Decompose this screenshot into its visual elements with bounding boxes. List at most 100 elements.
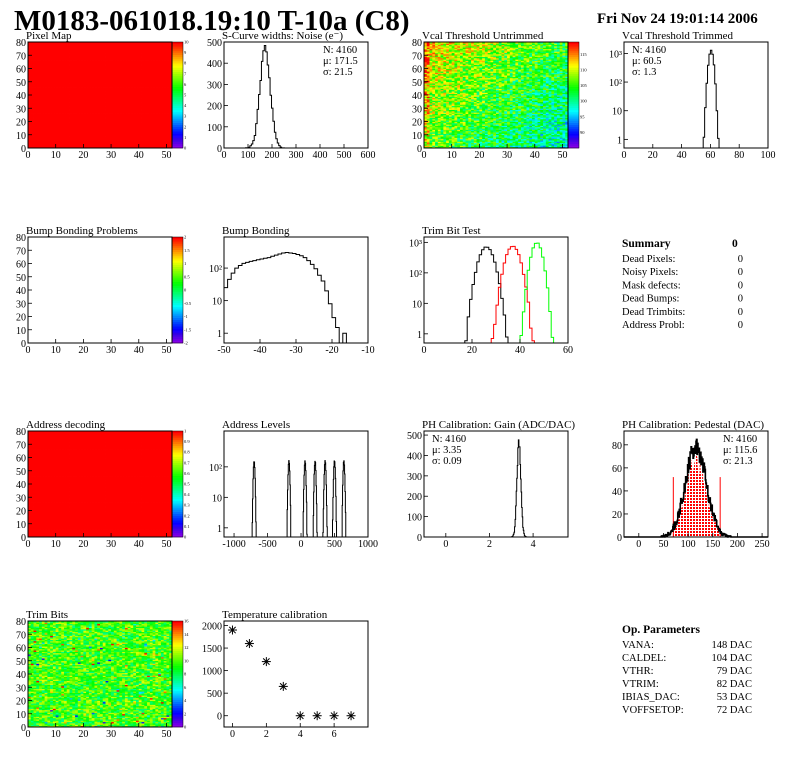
heatmap-cell <box>122 80 126 83</box>
heatmap-cell <box>163 60 167 63</box>
heatmap-cell <box>28 73 32 76</box>
heatmap-cell <box>113 42 118 44</box>
heatmap-cell <box>50 92 54 95</box>
heatmap-cell <box>39 69 43 72</box>
heatmap-cell <box>100 128 104 130</box>
heatmap-cell <box>66 108 70 110</box>
heatmap-cell <box>80 138 84 141</box>
heatmap-cell <box>130 68 134 71</box>
heatmap-cell <box>105 83 109 85</box>
heatmap-cell <box>88 71 93 73</box>
heatmap-cell <box>124 124 129 126</box>
heatmap-cell <box>124 89 129 92</box>
heatmap-cell <box>86 120 90 122</box>
heatmap-cell <box>80 101 84 104</box>
heatmap-cell <box>39 105 43 108</box>
heatmap-cell <box>166 105 170 108</box>
heatmap-cell <box>133 125 137 128</box>
heatmap-cell <box>75 71 79 73</box>
heatmap-cell <box>155 72 159 75</box>
heatmap-cell <box>155 137 159 140</box>
heatmap-cell <box>77 52 82 55</box>
heatmap-cell <box>39 43 43 46</box>
heatmap-cell <box>432 130 436 133</box>
heatmap-cell <box>100 57 104 60</box>
heatmap-cell <box>152 144 156 146</box>
heatmap-cell <box>147 145 151 148</box>
heatmap-cell <box>160 118 165 121</box>
heatmap-cell <box>52 56 57 59</box>
heatmap-cell <box>440 137 444 140</box>
y-tick-label: 20 <box>16 118 26 129</box>
heatmap-cell <box>144 136 148 138</box>
heatmap-cell <box>100 56 104 59</box>
heatmap-cell <box>102 49 106 52</box>
heatmap-cell <box>97 108 101 110</box>
heatmap-cell <box>108 76 112 79</box>
heatmap-cell <box>124 132 129 134</box>
heatmap-cell <box>424 95 428 97</box>
heatmap-cell <box>44 112 48 114</box>
heatmap-cell <box>69 91 73 93</box>
heatmap-cell <box>446 120 450 122</box>
heatmap-cell <box>41 116 46 118</box>
heatmap-cell <box>58 116 62 118</box>
heatmap-cell <box>105 57 109 60</box>
heatmap-cell <box>30 95 34 97</box>
heatmap-cell <box>160 122 165 125</box>
heatmap-cell <box>50 84 54 87</box>
heatmap-cell <box>91 140 95 142</box>
heatmap-cell <box>133 71 137 73</box>
heatmap-cell <box>69 87 73 89</box>
heatmap-cell <box>83 48 87 51</box>
palette-band <box>172 65 183 68</box>
heatmap-cell <box>124 106 129 109</box>
heatmap-cell <box>124 98 129 101</box>
heatmap-cell <box>152 65 156 68</box>
heatmap-cell <box>100 73 104 76</box>
heatmap-cell <box>440 45 444 48</box>
heatmap-cell <box>144 68 148 71</box>
heatmap-cell <box>77 87 82 89</box>
heatmap-cell <box>160 95 165 97</box>
heatmap-cell <box>50 65 54 68</box>
heatmap-cell <box>127 87 131 89</box>
heatmap-cell <box>144 56 148 59</box>
heatmap-cell <box>80 79 84 81</box>
heatmap-cell <box>88 88 93 91</box>
heatmap-cell <box>155 95 159 97</box>
heatmap-cell <box>64 61 68 64</box>
heatmap-cell <box>446 110 450 113</box>
heatmap-cell <box>97 61 101 64</box>
heatmap-cell <box>80 69 84 72</box>
heatmap-cell <box>152 125 156 128</box>
heatmap-cell <box>50 100 54 103</box>
heatmap-cell <box>166 57 170 60</box>
heatmap-cell <box>66 142 70 145</box>
heatmap-cell <box>122 106 126 109</box>
heatmap-cell <box>94 137 98 140</box>
heatmap-cell <box>30 96 34 99</box>
heatmap-cell <box>138 109 142 112</box>
heatmap-cell <box>36 141 40 144</box>
heatmap-cell <box>130 109 134 112</box>
heatmap-cell <box>33 85 37 88</box>
heatmap-cell <box>83 64 87 67</box>
heatmap-cell <box>105 138 109 141</box>
heatmap-cell <box>155 93 159 96</box>
heatmap-cell <box>136 144 140 146</box>
heatmap-cell <box>119 48 123 51</box>
heatmap-cell <box>44 120 48 122</box>
heatmap-cell <box>119 124 123 126</box>
heatmap-cell <box>440 56 444 59</box>
heatmap-cell <box>119 69 123 72</box>
heatmap-cell <box>136 124 140 126</box>
heatmap-cell <box>437 79 442 81</box>
heatmap-cell <box>72 133 76 136</box>
heatmap-cell <box>88 145 93 148</box>
heatmap-cell <box>152 97 156 100</box>
heatmap-cell <box>141 83 145 85</box>
heatmap-cell <box>91 97 95 100</box>
heatmap-cell <box>72 145 76 148</box>
heatmap-cell <box>77 105 82 108</box>
